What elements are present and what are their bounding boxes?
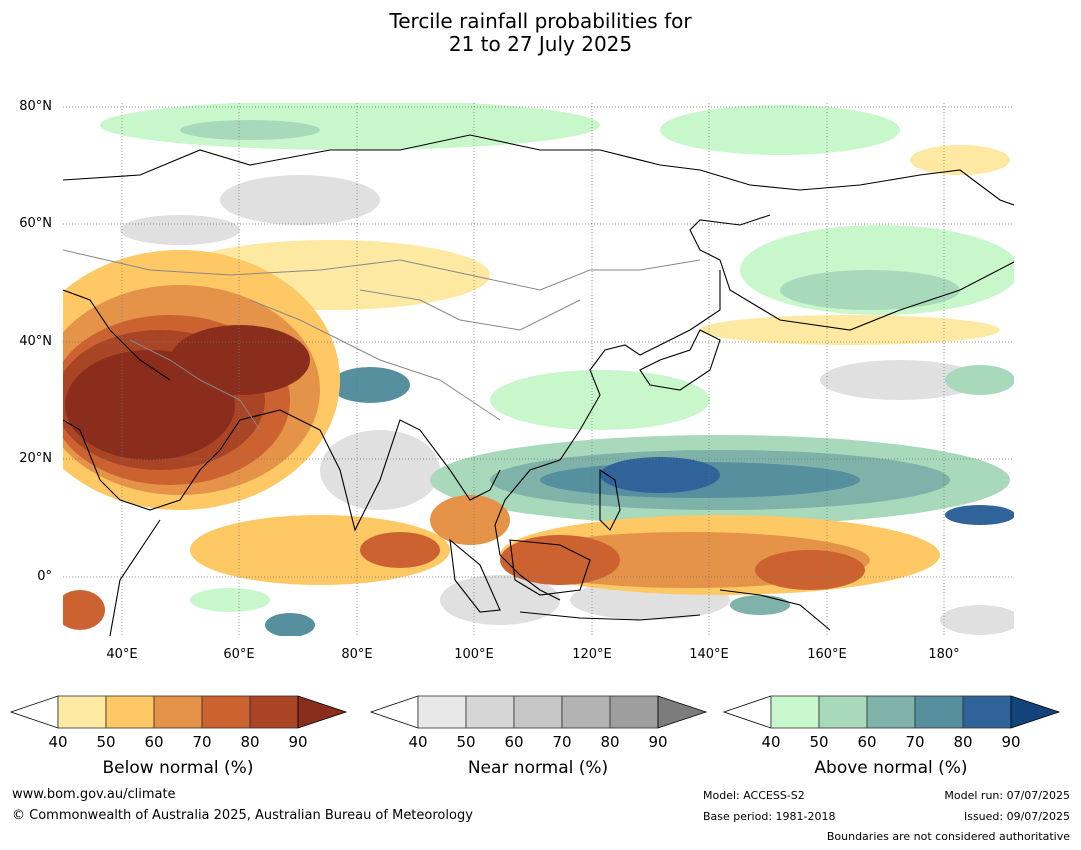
colorbar-segment [513, 695, 563, 729]
footer-model-run: Model run: 07/07/2025 [944, 789, 1070, 802]
colorbar-over-triangle [1010, 695, 1061, 729]
colorbar-tick-label: 60 [144, 733, 164, 751]
colorbar-tick-label: 70 [552, 733, 572, 751]
colorbar-tick-label: 60 [857, 733, 877, 751]
colorbar-segment [866, 695, 916, 729]
footer-model: Model: ACCESS-S2 [703, 789, 805, 802]
colorbar-title-below-normal: Below normal (%) [102, 758, 254, 778]
colorbar-tick-label: 90 [288, 733, 308, 751]
lon-label-160e: 160°E [807, 647, 847, 662]
near-normal-regions [120, 118, 1014, 635]
lat-label-60n: 60°N [19, 216, 52, 231]
lon-label-180: 180° [928, 647, 960, 662]
colorbar-under-triangle [370, 695, 419, 729]
footer-website[interactable]: www.bom.gov.au/climate [12, 787, 176, 802]
coastlines [63, 134, 1014, 636]
footer-issued: Issued: 09/07/2025 [963, 810, 1070, 823]
footer-base-period: Base period: 1981-2018 [703, 810, 836, 823]
lon-label-120e: 120°E [572, 647, 612, 662]
lon-label-80e: 80°E [341, 647, 373, 662]
map-title: Tercile rainfall probabilities for 21 to… [0, 10, 1081, 56]
above-normal-regions [100, 103, 1014, 636]
colorbar-tick-label: 50 [96, 733, 116, 751]
colorbar-tick-label: 70 [905, 733, 925, 751]
colorbar-segment [249, 695, 299, 729]
colorbar-segment [914, 695, 964, 729]
title-line-2: 21 to 27 July 2025 [448, 32, 633, 56]
colorbar-tick-label: 80 [600, 733, 620, 751]
colorbar-tick-label: 70 [192, 733, 212, 751]
colorbar-segment [770, 695, 820, 729]
colorbar-tick-label: 40 [408, 733, 428, 751]
colorbar-tick-label: 40 [761, 733, 781, 751]
colorbar-segment [465, 695, 515, 729]
tercile-probability-map [63, 103, 1014, 636]
colorbar-over-triangle [657, 695, 708, 729]
lat-label-40n: 40°N [19, 334, 52, 349]
colorbar-segment [57, 695, 107, 729]
colorbar-tick-label: 90 [648, 733, 668, 751]
colorbar-segment [962, 695, 1012, 729]
colorbar-under-triangle [723, 695, 772, 729]
lon-label-140e: 140°E [689, 647, 729, 662]
colorbar-tick-label: 50 [809, 733, 829, 751]
colorbar-segment [153, 695, 203, 729]
colorbar-below-normal [10, 695, 348, 729]
colorbar-near-normal [370, 695, 708, 729]
colorbar-tick-label: 60 [504, 733, 524, 751]
title-line-1: Tercile rainfall probabilities for [389, 9, 692, 33]
footer-copyright: © Commonwealth of Australia 2025, Austra… [12, 808, 473, 823]
colorbar-tick-label: 40 [48, 733, 68, 751]
map-plot-area [63, 103, 1014, 636]
map-gridlines [63, 103, 1014, 636]
colorbar-tick-label: 80 [240, 733, 260, 751]
colorbar-segment [818, 695, 868, 729]
colorbar-above-normal [723, 695, 1061, 729]
lon-label-40e: 40°E [106, 647, 138, 662]
lat-label-80n: 80°N [19, 99, 52, 114]
colorbar-segment [609, 695, 659, 729]
lat-label-0: 0° [37, 569, 52, 584]
colorbar-tick-label: 50 [456, 733, 476, 751]
country-boundaries [63, 249, 701, 431]
footer-boundaries-note: Boundaries are not considered authoritat… [826, 830, 1070, 843]
colorbar-tick-label: 90 [1001, 733, 1021, 751]
lon-label-100e: 100°E [454, 647, 494, 662]
colorbar-over-triangle [297, 695, 348, 729]
colorbar-title-near-normal: Near normal (%) [467, 758, 609, 778]
lat-label-20n: 20°N [19, 451, 52, 466]
colorbar-segment [105, 695, 155, 729]
colorbar-title-above-normal: Above normal (%) [814, 758, 968, 778]
colorbar-under-triangle [10, 695, 59, 729]
colorbar-segment [561, 695, 611, 729]
lon-label-60e: 60°E [223, 647, 255, 662]
colorbar-segment [201, 695, 251, 729]
colorbar-segment [417, 695, 467, 729]
colorbar-tick-label: 80 [953, 733, 973, 751]
below-normal-regions [63, 145, 1010, 630]
